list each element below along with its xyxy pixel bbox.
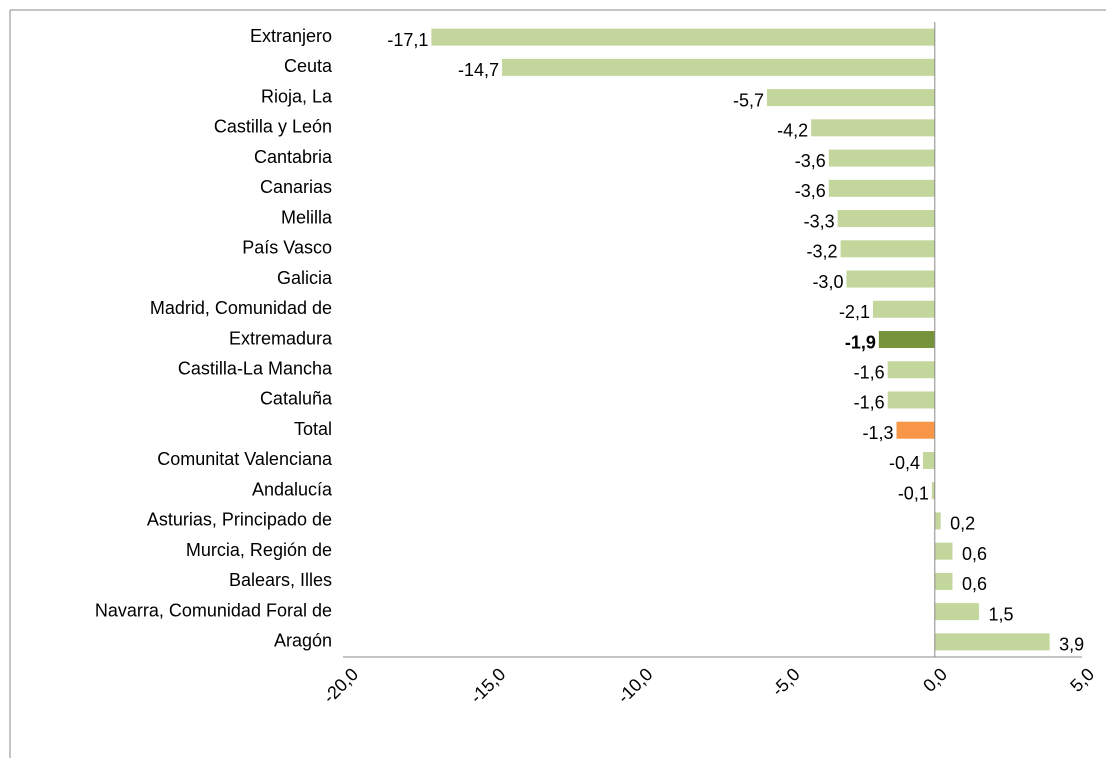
value-label: -14,7 <box>458 60 499 80</box>
category-label: País Vasco <box>242 238 332 258</box>
value-label: 0,6 <box>962 574 987 594</box>
category-label: Rioja, La <box>261 86 333 106</box>
value-label: -4,2 <box>777 121 808 141</box>
x-tick-label: 0,0 <box>919 664 951 696</box>
value-label: 1,5 <box>988 604 1013 624</box>
category-label: Galicia <box>277 268 333 288</box>
category-label: Cantabria <box>254 147 333 167</box>
bar <box>934 512 941 530</box>
category-label: Extranjero <box>250 26 332 46</box>
x-tick-label: -10,0 <box>613 664 656 707</box>
value-label: -1,6 <box>854 393 885 413</box>
bar <box>887 361 935 379</box>
value-label: 0,6 <box>962 544 987 564</box>
bar <box>811 119 935 137</box>
category-label: Madrid, Comunidad de <box>150 298 332 318</box>
category-label: Andalucía <box>252 479 333 499</box>
x-tick-label: -15,0 <box>466 664 509 707</box>
value-label: -2,1 <box>839 302 870 322</box>
value-label: -5,7 <box>733 90 764 110</box>
bar <box>896 421 935 439</box>
value-label: -3,0 <box>812 272 843 292</box>
value-label: -3,6 <box>795 151 826 171</box>
category-label: Castilla-La Mancha <box>178 358 333 378</box>
value-label: -1,3 <box>862 423 893 443</box>
bar <box>840 240 935 258</box>
category-label: Murcia, Región de <box>186 540 332 560</box>
category-label: Canarias <box>260 177 332 197</box>
value-label: -3,3 <box>804 211 835 231</box>
category-label: Comunitat Valenciana <box>157 449 333 469</box>
category-label: Asturias, Principado de <box>147 510 332 530</box>
bar <box>431 28 935 46</box>
category-label: Ceuta <box>284 56 333 76</box>
x-tick-label: -5,0 <box>768 664 804 700</box>
value-label: -1,6 <box>854 362 885 382</box>
bar <box>931 482 935 500</box>
bar <box>766 89 935 107</box>
bar <box>923 451 935 469</box>
bar <box>846 270 935 288</box>
x-tick-label: -20,0 <box>319 664 362 707</box>
category-label: Melilla <box>281 207 333 227</box>
x-tick-label: 5,0 <box>1066 664 1098 696</box>
category-label: Extremadura <box>229 328 333 348</box>
bar <box>934 572 953 590</box>
category-label: Balears, Illes <box>229 570 332 590</box>
bar <box>828 149 935 167</box>
bar <box>934 633 1050 651</box>
bar <box>934 603 979 621</box>
bar <box>837 210 935 228</box>
value-label: -0,1 <box>898 483 929 503</box>
category-label: Total <box>294 419 332 439</box>
category-label: Cataluña <box>260 389 333 409</box>
value-label: -3,2 <box>807 242 838 262</box>
bar <box>934 542 953 560</box>
bar <box>872 300 935 318</box>
value-label: -17,1 <box>387 30 428 50</box>
category-label: Aragón <box>274 631 332 651</box>
value-label: 3,9 <box>1059 635 1084 655</box>
bar <box>502 58 935 76</box>
value-label: -1,9 <box>845 332 876 352</box>
value-label: -0,4 <box>889 453 920 473</box>
bar <box>887 391 935 409</box>
bar <box>828 179 935 197</box>
bar <box>878 331 935 348</box>
category-label: Navarra, Comunidad Foral de <box>95 600 332 620</box>
value-label: 0,2 <box>950 514 975 534</box>
category-label: Castilla y León <box>214 117 332 137</box>
value-label: -3,6 <box>795 181 826 201</box>
